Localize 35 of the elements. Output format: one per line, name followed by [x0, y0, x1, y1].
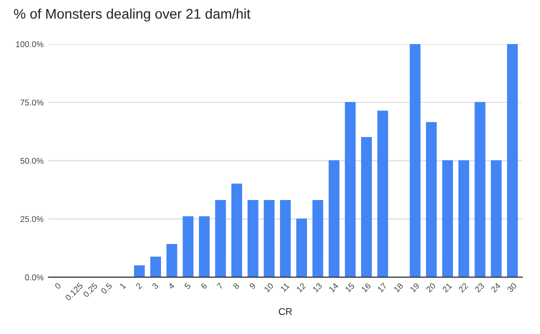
x-tick-label: 13 [312, 282, 322, 293]
x-axis-title: CR [278, 308, 292, 316]
x-tick-label: 0.25 [82, 282, 98, 298]
x-tick-label: 0.5 [100, 282, 112, 294]
x-tick-label: 17 [377, 282, 388, 292]
x-tick-label: 6 [200, 282, 208, 290]
x-tick-label: 3 [152, 282, 159, 290]
x-tick-label: 19 [410, 282, 420, 293]
x-tick-label: 16 [361, 282, 372, 293]
x-tick-label: 15 [344, 282, 355, 293]
x-tick-label: 21 [442, 282, 452, 293]
x-tick-label: 1 [119, 282, 126, 290]
x-tick-label: 23 [474, 282, 485, 293]
x-tick-label: 11 [280, 282, 290, 292]
y-tick-label: 100.0% [16, 41, 44, 48]
x-tick-label: 4 [168, 282, 175, 290]
x-tick-label: 22 [458, 282, 468, 293]
y-tick-label: 75.0% [20, 100, 44, 106]
x-tick-label: 8 [232, 282, 240, 290]
x-tick-label: 0 [54, 282, 62, 290]
chart-title: % of Monsters dealing over 21 dam/hit [14, 8, 250, 22]
x-tick-label: 7 [216, 282, 224, 290]
x-tick-label: 9 [249, 282, 256, 290]
x-tick-label: 24 [490, 282, 501, 293]
x-tick-label: 30 [506, 282, 518, 293]
x-tick-label: 20 [426, 282, 436, 293]
x-tick-label: 12 [296, 282, 306, 292]
x-tick-label: 18 [394, 282, 404, 293]
x-tick-label: 2 [135, 282, 142, 290]
x-tick-label: 5 [184, 282, 192, 290]
x-tick-label: 14 [328, 282, 339, 292]
y-tick-label: 50.0% [20, 158, 44, 164]
y-tick-label: 0.0% [25, 274, 44, 280]
y-tick-label: 25.0% [20, 216, 44, 222]
x-tick-label: 10 [264, 282, 274, 293]
